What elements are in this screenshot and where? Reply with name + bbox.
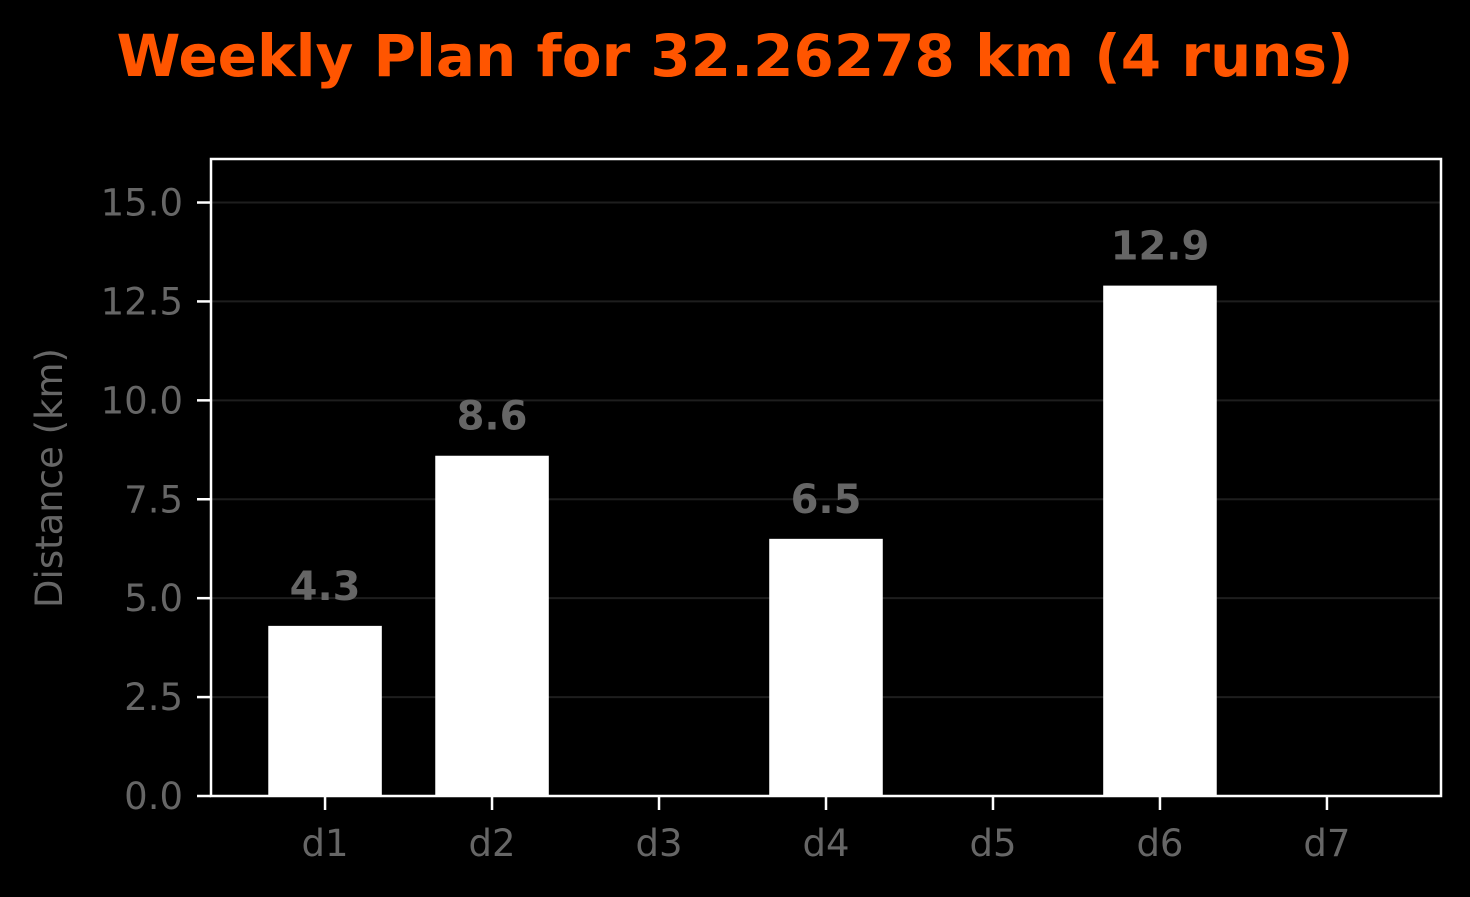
data-label: 8.6 [457,394,528,440]
x-tick-label: d4 [802,822,849,865]
data-labels: 4.3 8.6 6.5 12.9 [290,224,1210,610]
bars [268,285,1217,796]
bar [1103,285,1217,796]
y-tick-label: 10.0 [101,379,183,422]
x-tick-label: d5 [969,822,1016,865]
y-tick-label: 12.5 [101,280,183,323]
x-tick-label: d3 [636,822,683,865]
y-tick-label: 7.5 [124,478,183,521]
bar [769,538,883,796]
x-tick-label: d7 [1303,822,1350,865]
data-label: 4.3 [290,564,361,610]
bar [268,625,382,796]
chart-title: Weekly Plan for 32.26278 km (4 runs) [116,22,1353,90]
y-tick-label: 2.5 [124,676,183,719]
y-axis-ticks: 0.0 2.5 5.0 7.5 10.0 12.5 15.0 [101,182,211,818]
bar [435,455,549,796]
data-label: 6.5 [791,477,862,523]
grid-lines [211,201,1441,699]
y-tick-label: 0.0 [124,775,183,818]
data-label: 12.9 [1111,224,1210,270]
y-tick-label: 5.0 [124,577,183,620]
y-axis-label: Distance (km) [28,348,71,608]
x-tick-label: d1 [302,822,349,865]
x-tick-label: d6 [1136,822,1183,865]
x-axis-ticks: d1 d2 d3 d4 d5 d6 d7 [302,796,1350,865]
y-tick-label: 15.0 [101,182,183,225]
x-tick-label: d2 [469,822,516,865]
